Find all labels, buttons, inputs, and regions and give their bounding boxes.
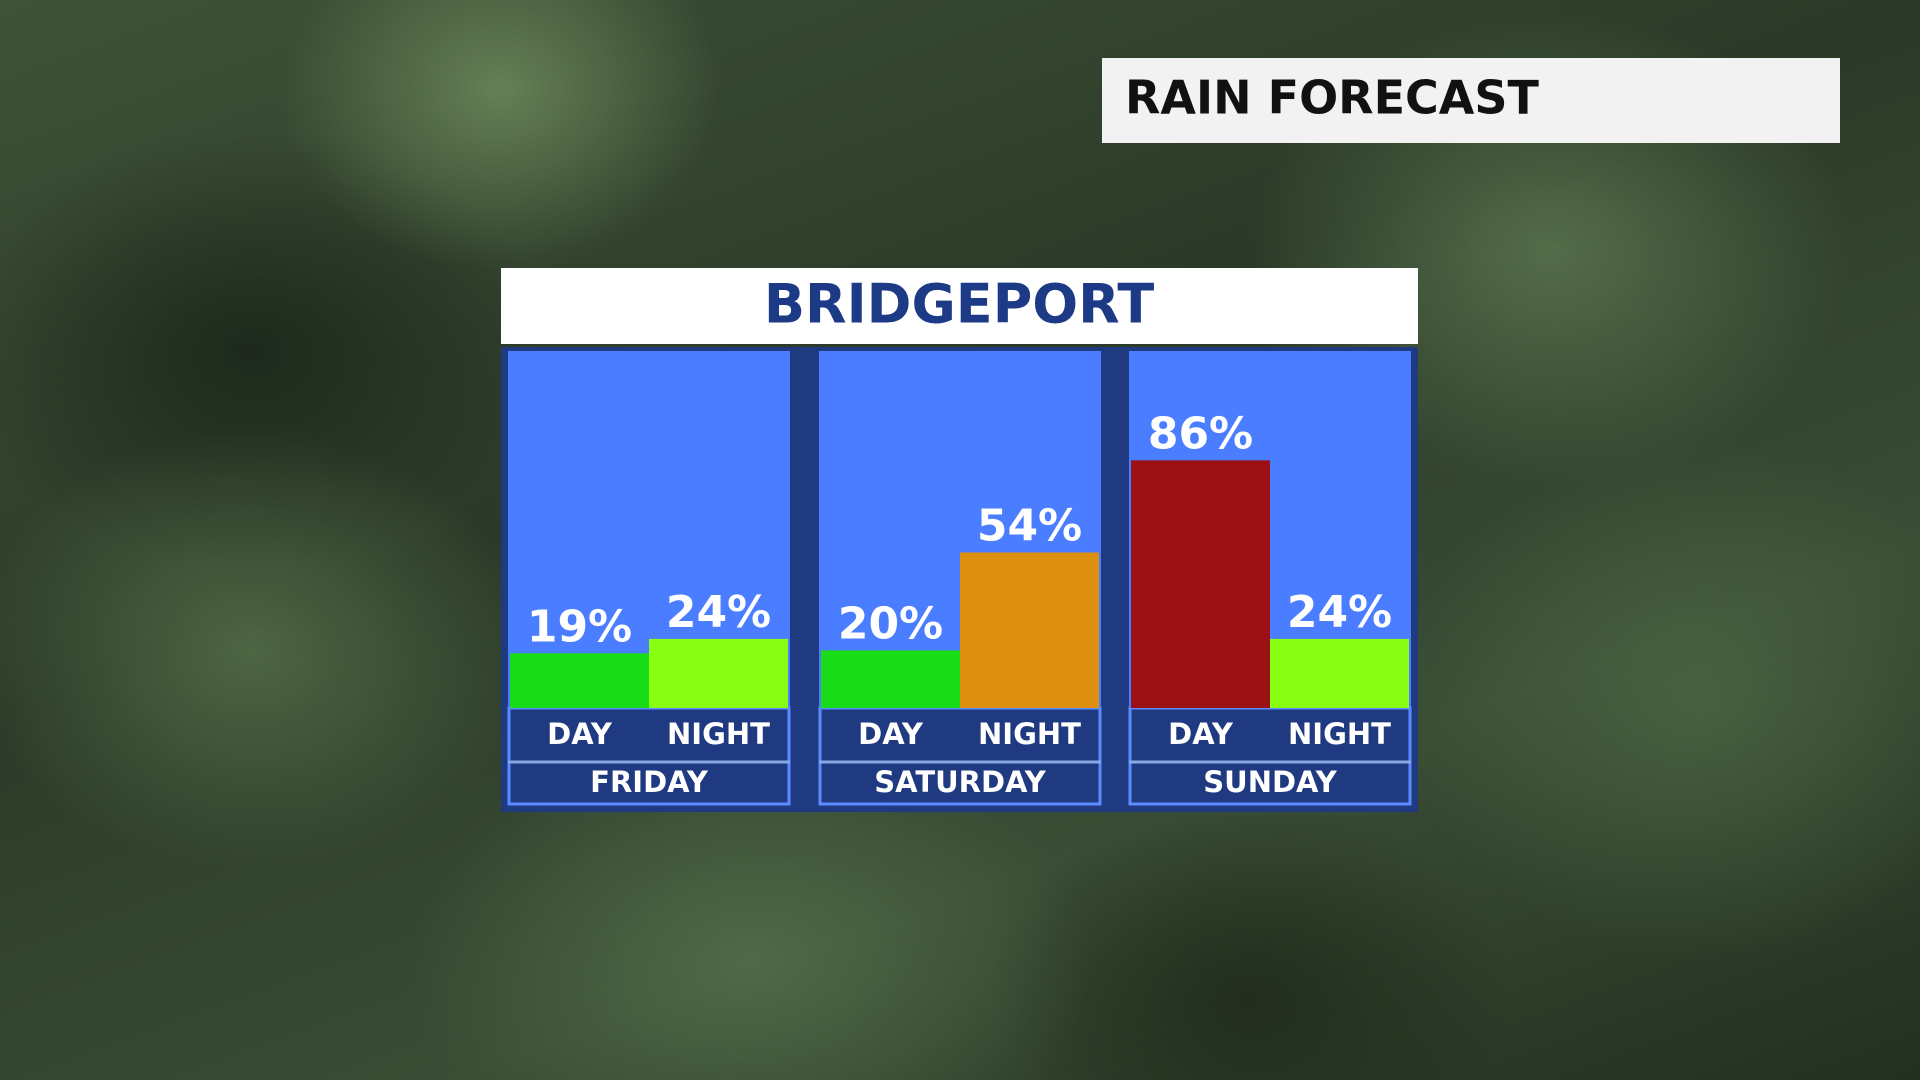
bar: [1270, 638, 1409, 708]
value-label: 86%: [1148, 408, 1253, 459]
bar: [821, 650, 960, 708]
title-box: [1102, 58, 1840, 143]
location-box: [501, 268, 1418, 344]
bar: [649, 638, 788, 708]
value-label: 24%: [666, 587, 771, 638]
period-label: NIGHT: [1288, 717, 1391, 751]
day-label: SATURDAY: [874, 765, 1046, 799]
bar: [510, 653, 649, 708]
title: RAIN FORECAST: [1125, 71, 1540, 125]
period-label: DAY: [547, 717, 613, 751]
label-area: [507, 706, 791, 806]
location: BRIDGEPORT: [764, 273, 1155, 336]
period-label: NIGHT: [667, 717, 770, 751]
day-label: SUNDAY: [1203, 765, 1337, 799]
period-label: DAY: [1168, 717, 1234, 751]
label-area: [1128, 706, 1412, 806]
period-label: DAY: [858, 717, 924, 751]
label-area: [818, 706, 1102, 806]
value-label: 19%: [527, 601, 632, 652]
bar: [1131, 460, 1270, 708]
period-label: NIGHT: [978, 717, 1081, 751]
bar: [960, 552, 1099, 708]
value-label: 54%: [977, 500, 1082, 551]
day-label: FRIDAY: [590, 765, 709, 799]
panels: 19% DAY 24% NIGHT FRIDAY 20% DAY 54% NIGHT SATURD…: [507, 351, 1412, 806]
value-label: 20%: [838, 598, 943, 649]
value-label: 24%: [1287, 587, 1392, 638]
